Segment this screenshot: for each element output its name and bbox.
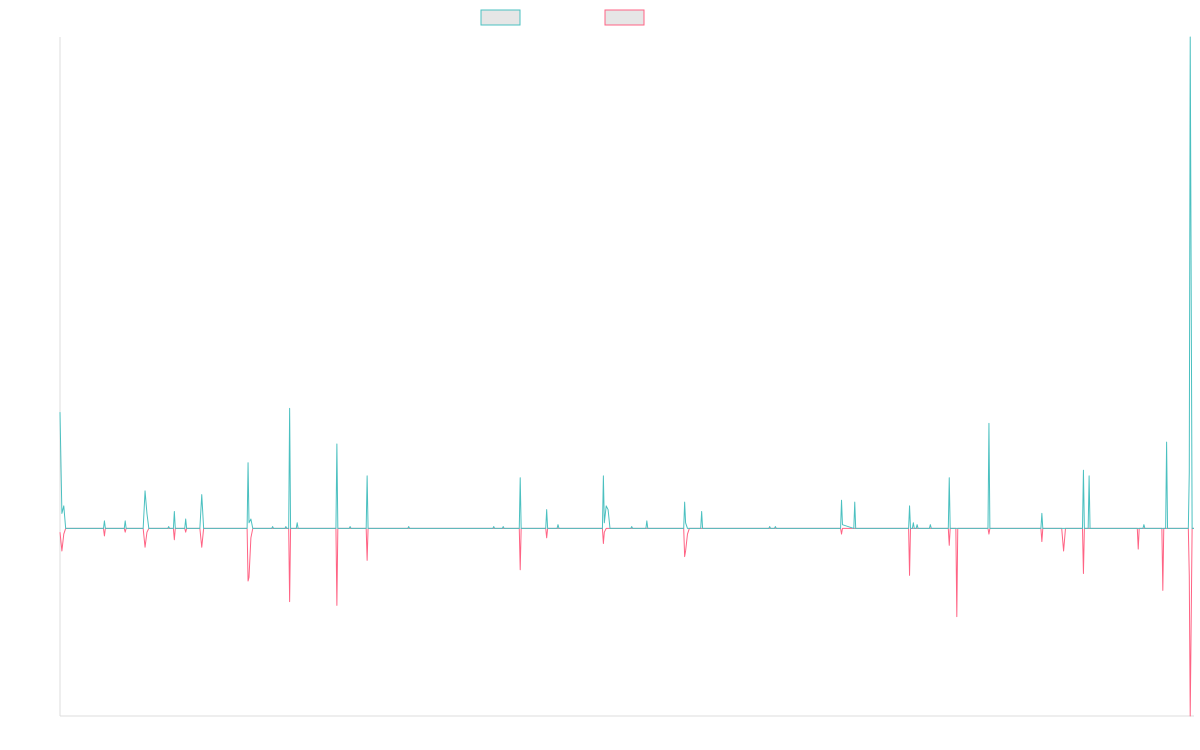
series-line-1	[59, 36, 1194, 529]
axes	[59, 37, 1194, 717]
plot-area	[59, 36, 1194, 717]
legend	[480, 9, 645, 26]
series-line-2	[59, 527, 1194, 717]
legend-swatch-series-1[interactable]	[480, 9, 521, 26]
legend-swatch-series-2[interactable]	[604, 9, 645, 26]
